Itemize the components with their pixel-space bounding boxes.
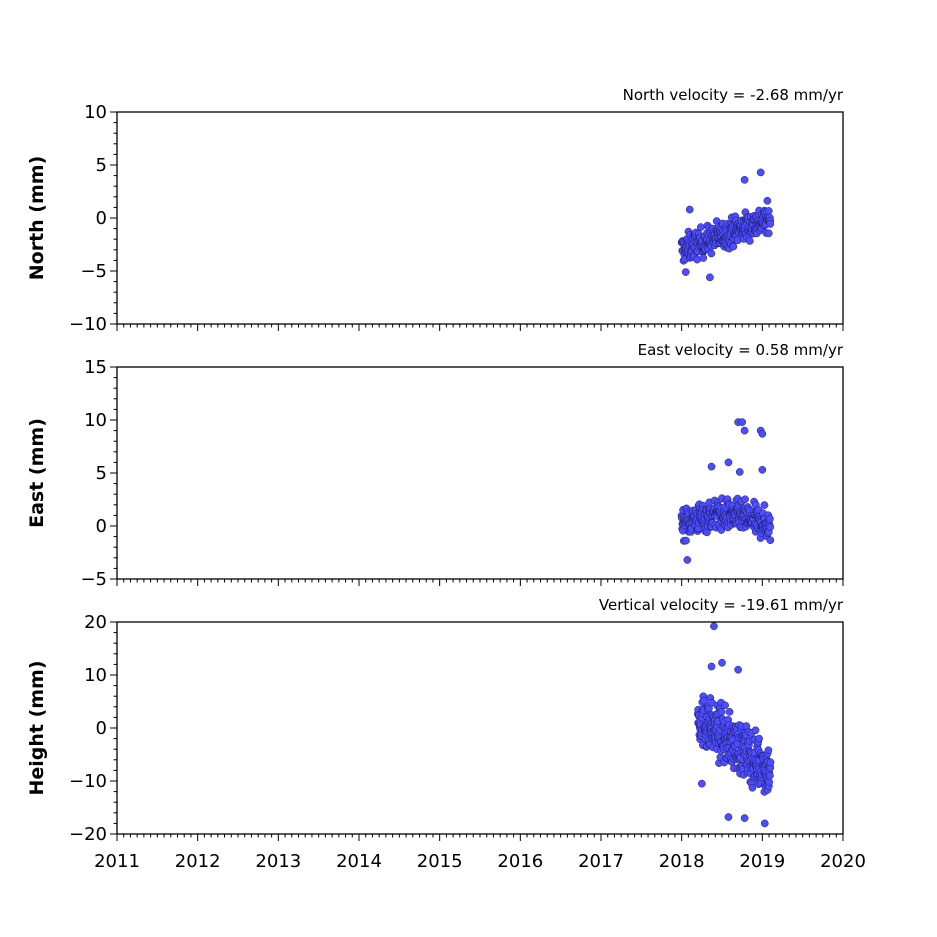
y-tick-label: 10 (84, 665, 107, 686)
data-point (755, 734, 763, 743)
x-tick-label: 2020 (820, 851, 866, 872)
data-point (699, 254, 708, 262)
y-tick-label: 10 (84, 102, 107, 123)
data-point (760, 501, 769, 509)
y-tick-label: 0 (96, 516, 107, 537)
year-tick-labels: 2011 2012 2013 2014 2015 2016 2017 2018 2019 2020 (94, 851, 866, 872)
vertical-velocity-label: Vertical velocity = -19.61 mm/yr (599, 596, 844, 614)
data-point (756, 168, 765, 177)
data-point (707, 249, 716, 258)
data-point (745, 237, 754, 245)
data-point (706, 273, 714, 282)
y-tick-label: 10 (84, 410, 107, 431)
north-points (677, 168, 775, 282)
east-panel: East velocity = 0.58 mm/yr East (mm) 151… (26, 341, 844, 590)
east-velocity-label: East velocity = 0.58 mm/yr (638, 341, 844, 359)
data-point (740, 175, 749, 184)
data-point (682, 536, 690, 545)
height-points (693, 622, 775, 828)
east-points (677, 418, 775, 564)
data-point (721, 701, 729, 710)
data-point (748, 783, 757, 792)
data-point (707, 462, 716, 471)
east-ticks (110, 366, 844, 586)
data-point (696, 223, 705, 231)
north-ytick-labels: 10 5 0 −5 −10 (69, 102, 107, 335)
data-point (763, 196, 772, 205)
x-tick-label: 2019 (739, 851, 785, 872)
y-tick-label: 0 (96, 718, 107, 739)
data-point (741, 495, 749, 504)
data-point (707, 662, 716, 671)
data-point (758, 465, 767, 474)
data-point (758, 429, 767, 438)
data-point (683, 556, 692, 564)
data-point (760, 819, 769, 828)
y-tick-label: −5 (80, 569, 107, 590)
data-point (765, 771, 774, 780)
north-panel: North velocity = -2.68 mm/yr North (mm) … (26, 86, 844, 335)
data-point (724, 458, 733, 467)
data-point (764, 229, 773, 238)
data-point (765, 778, 774, 786)
y-tick-label: 20 (84, 612, 107, 633)
data-point (685, 205, 694, 214)
east-ytick-labels: 15 10 5 0 −5 (80, 357, 107, 590)
data-point (766, 536, 775, 545)
data-point (740, 814, 749, 822)
data-point (764, 207, 773, 215)
y-tick-label: −5 (80, 261, 107, 282)
y-tick-label: −10 (69, 314, 107, 335)
data-point (740, 426, 749, 435)
data-point (710, 622, 718, 631)
data-point (681, 268, 690, 276)
x-tick-label: 2018 (659, 851, 705, 872)
data-point (697, 779, 706, 788)
data-point (724, 813, 733, 821)
data-point (738, 418, 747, 426)
x-tick-label: 2015 (417, 851, 463, 872)
height-panel: Vertical velocity = -19.61 mm/yr Height … (26, 596, 866, 872)
x-tick-label: 2017 (578, 851, 624, 872)
data-point (766, 523, 775, 531)
data-point (718, 658, 726, 667)
x-tick-label: 2014 (336, 851, 382, 872)
x-tick-label: 2013 (255, 851, 301, 872)
data-point (734, 665, 742, 674)
data-point (764, 746, 773, 755)
y-tick-label: 15 (84, 357, 107, 378)
y-tick-label: −20 (69, 824, 107, 845)
x-tick-label: 2012 (175, 851, 221, 872)
y-tick-label: 5 (96, 155, 107, 176)
data-point (729, 242, 738, 251)
y-tick-label: −10 (69, 771, 107, 792)
east-plot-frame (116, 366, 844, 580)
x-tick-label: 2011 (94, 851, 140, 872)
east-axis-label: East (mm) (26, 418, 48, 528)
height-plot-frame (116, 621, 844, 835)
data-point (766, 758, 775, 767)
north-velocity-label: North velocity = -2.68 mm/yr (623, 86, 844, 104)
data-point (766, 220, 775, 228)
y-tick-label: 0 (96, 208, 107, 229)
north-axis-label: North (mm) (26, 156, 48, 281)
data-point (751, 726, 760, 735)
height-ytick-labels: 20 10 0 −10 −20 (69, 612, 107, 845)
data-point (725, 708, 734, 716)
height-axis-label: Height (mm) (26, 660, 48, 795)
y-tick-label: 5 (96, 463, 107, 484)
data-point (717, 708, 726, 716)
north-plot-frame (116, 111, 844, 325)
data-point (735, 468, 744, 476)
x-tick-label: 2016 (497, 851, 543, 872)
data-point (766, 514, 774, 523)
